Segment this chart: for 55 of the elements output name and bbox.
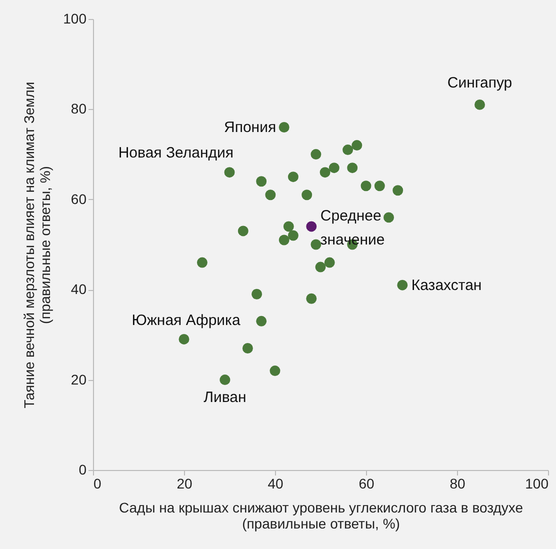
point [256,176,267,187]
annotation: Новая Зеландия [118,144,234,162]
point [283,221,294,232]
point [347,162,358,174]
series-label: Среднее значение [320,207,385,248]
y-tick-label: 60 [70,190,87,207]
point [278,122,290,132]
y-tick-label: 20 [70,371,87,388]
point [310,149,322,160]
x-tick-label: 60 [358,476,374,492]
annotation: Сингапур [447,74,512,92]
y-tick-label: 40 [70,281,87,298]
point [178,334,190,344]
y-tick-label: 0 [78,462,87,478]
x-tick-label: 20 [176,476,192,492]
point [306,221,317,232]
point [374,180,385,192]
point [256,316,267,326]
point [392,185,404,196]
point [328,162,340,174]
point [360,180,372,192]
annotation: Южная Африка [132,312,241,330]
point [278,234,290,246]
annotation: Казахстан [411,277,482,294]
x-tick-label: 0 [94,476,102,492]
point [352,140,362,151]
point [196,257,208,268]
point [310,239,322,250]
point [242,342,253,354]
point [320,167,330,178]
annotation: Япония [224,119,276,136]
point [306,293,317,304]
annotation: Ливан [204,388,246,406]
point [220,374,230,386]
point [238,226,248,236]
point [302,190,312,200]
point [474,99,485,110]
x-tick-label: 80 [450,476,466,492]
point [288,172,298,182]
y-axis-title: Таяние вечной мерзлоты влияет на климат Земли (правильные ответы, %) [21,82,54,408]
x-axis-title: Сады на крышах снижают уровень углекислого газа в воздухе (правильные ответы, %) [118,500,524,532]
point [342,144,354,156]
point [397,280,408,290]
x-tick-label: 100 [525,476,549,492]
point [324,257,335,268]
point [224,167,235,178]
x-tick-label: 40 [268,476,284,492]
point [315,262,326,272]
point [270,366,280,376]
y-tick-label: 100 [63,10,87,26]
point [384,212,394,223]
y-tick-label: 80 [70,100,87,117]
point [288,230,298,241]
point [252,288,262,300]
point [265,190,276,200]
